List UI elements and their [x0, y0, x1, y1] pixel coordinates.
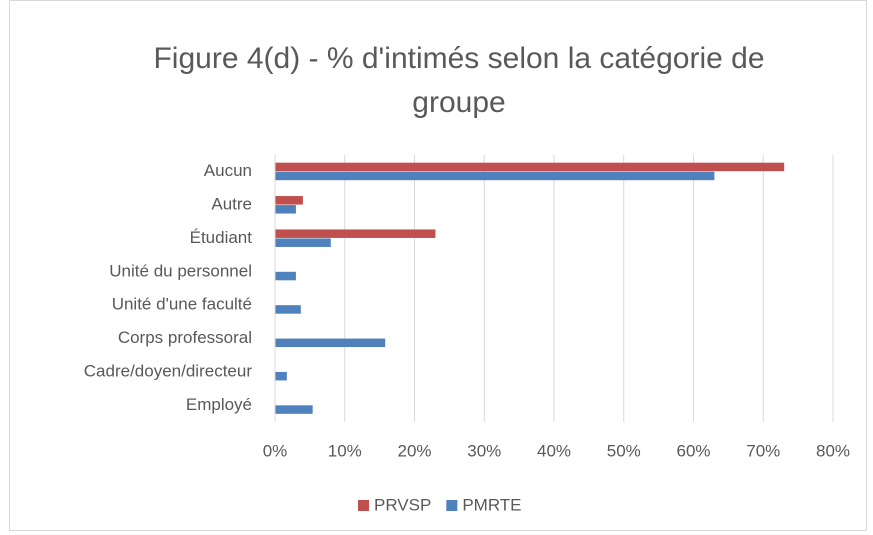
x-tick-label: 70%	[746, 441, 780, 460]
y-tick-label: Unité du personnel	[109, 261, 252, 280]
y-tick-label: Corps professoral	[118, 328, 252, 347]
bar	[275, 238, 331, 247]
x-tick-label: 20%	[397, 441, 431, 460]
legend-label: PMRTE	[462, 495, 521, 514]
legend-label: PRVSP	[374, 495, 431, 514]
x-tick-label: 60%	[676, 441, 710, 460]
bar	[275, 305, 301, 314]
bar	[275, 271, 296, 281]
bar	[275, 162, 785, 172]
x-tick-label: 80%	[816, 441, 850, 460]
bar	[275, 405, 313, 414]
x-tick-label: 30%	[467, 441, 501, 460]
bar	[275, 196, 303, 205]
y-tick-label: Employé	[186, 395, 252, 414]
legend-swatch	[446, 500, 458, 511]
legend-swatch	[358, 500, 369, 511]
chart-title: Figure 4(d) - % d'intimés selon la catég…	[153, 42, 765, 119]
y-tick-label: Unité d'une faculté	[112, 295, 252, 314]
bar	[275, 338, 386, 348]
chart-border	[9, 0, 867, 531]
y-tick-label: Étudiant	[190, 228, 253, 247]
bar	[275, 371, 287, 381]
bar	[275, 171, 715, 181]
x-tick-label: 50%	[607, 441, 641, 460]
x-tick-label: 40%	[537, 441, 571, 460]
x-tick-label: 10%	[328, 441, 362, 460]
bar	[275, 205, 296, 214]
y-tick-label: Autre	[211, 195, 252, 214]
y-tick-label: Cadre/doyen/directeur	[84, 361, 253, 380]
y-tick-label: Aucun	[204, 161, 252, 180]
bar	[275, 229, 436, 238]
x-tick-label: 0%	[263, 441, 288, 460]
